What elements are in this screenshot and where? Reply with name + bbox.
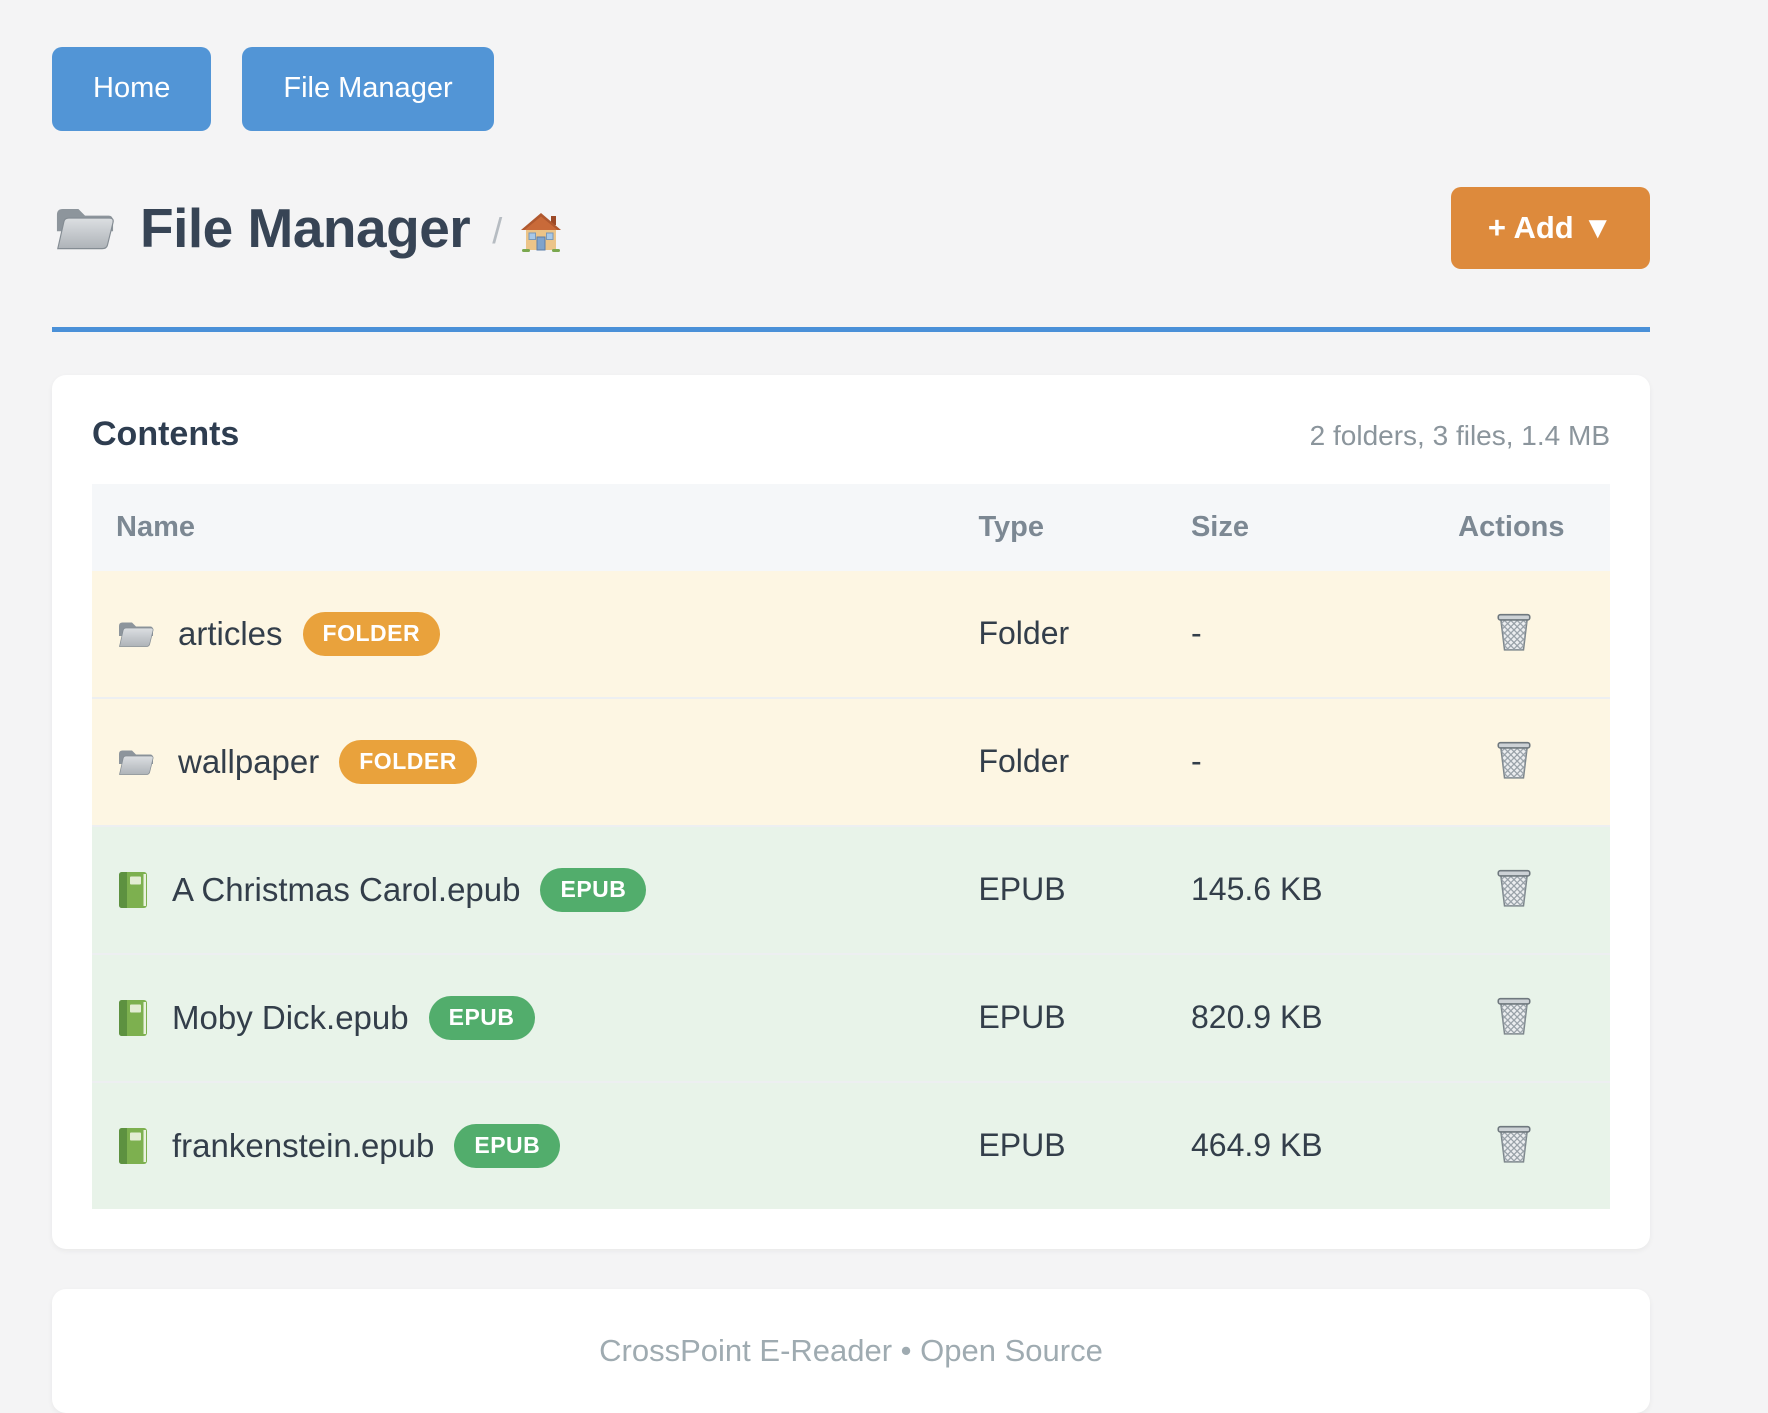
contents-summary: 2 folders, 3 files, 1.4 MB: [1309, 419, 1610, 451]
file-name[interactable]: Moby Dick.epub: [172, 998, 409, 1036]
table-row[interactable]: Moby Dick.epub EPUB EPUB 820.9 KB: [92, 952, 1610, 1082]
file-type: Folder: [972, 570, 1185, 698]
page-header: File Manager / + Add ▼: [52, 185, 1650, 271]
delete-button[interactable]: [1491, 607, 1537, 657]
top-navigation: Home File Manager: [52, 0, 1650, 131]
nav-file-manager-button[interactable]: File Manager: [242, 47, 494, 131]
delete-button[interactable]: [1491, 863, 1537, 913]
file-table: Name Type Size Actions: [92, 483, 1610, 1209]
file-size: 145.6 KB: [1184, 824, 1413, 954]
type-badge: EPUB: [454, 1123, 561, 1168]
table-row[interactable]: wallpaper FOLDER Folder -: [92, 696, 1610, 826]
folder-icon: [116, 617, 156, 651]
type-badge: EPUB: [540, 867, 647, 912]
file-type: Folder: [972, 696, 1185, 826]
contents-card: Contents 2 folders, 3 files, 1.4 MB Name…: [52, 374, 1650, 1249]
nav-home-button[interactable]: Home: [52, 47, 212, 131]
file-table-body: articles FOLDER Folder -: [92, 570, 1610, 1209]
file-type: EPUB: [972, 952, 1185, 1082]
table-row[interactable]: frankenstein.epub EPUB EPUB 464.9 KB: [92, 1080, 1610, 1209]
folder-icon: [116, 745, 156, 779]
contents-heading: Contents: [92, 414, 240, 453]
type-badge: FOLDER: [339, 739, 477, 784]
file-name[interactable]: articles: [178, 614, 283, 652]
add-button[interactable]: + Add ▼: [1450, 186, 1650, 270]
home-icon[interactable]: [520, 212, 562, 252]
file-type: EPUB: [972, 1080, 1185, 1209]
table-row[interactable]: A Christmas Carol.epub EPUB EPUB 145.6 K…: [92, 824, 1610, 954]
file-table-header: Name Type Size Actions: [92, 483, 1610, 571]
file-size: -: [1184, 570, 1413, 698]
title-divider: [52, 326, 1650, 332]
folder-icon: [52, 199, 118, 257]
delete-button[interactable]: [1491, 1119, 1537, 1169]
footer: CrossPoint E-Reader • Open Source: [52, 1288, 1650, 1413]
file-size: 820.9 KB: [1184, 952, 1413, 1082]
page-container: Home File Manager File Manager /: [52, 0, 1650, 1413]
trash-icon: [1495, 741, 1533, 784]
page-title: File Manager: [140, 196, 471, 259]
file-name[interactable]: wallpaper: [178, 742, 320, 780]
title-group: File Manager /: [52, 196, 562, 260]
trash-icon: [1495, 869, 1533, 912]
delete-button[interactable]: [1491, 991, 1537, 1041]
delete-button[interactable]: [1491, 735, 1537, 785]
breadcrumb-separator: /: [492, 209, 503, 251]
footer-text: CrossPoint E-Reader • Open Source: [599, 1332, 1103, 1368]
column-header-name: Name: [92, 483, 973, 571]
column-header-type: Type: [972, 483, 1185, 571]
book-icon: [116, 870, 150, 910]
file-size: -: [1184, 696, 1413, 826]
book-icon: [116, 1126, 150, 1166]
table-row[interactable]: articles FOLDER Folder -: [92, 570, 1610, 698]
trash-icon: [1495, 1125, 1533, 1168]
type-badge: EPUB: [428, 995, 535, 1040]
file-type: EPUB: [972, 824, 1185, 954]
file-name[interactable]: frankenstein.epub: [172, 1126, 435, 1164]
column-header-actions: Actions: [1412, 483, 1610, 571]
file-size: 464.9 KB: [1184, 1080, 1413, 1209]
type-badge: FOLDER: [302, 611, 441, 656]
column-header-size: Size: [1184, 483, 1413, 571]
book-icon: [116, 998, 150, 1038]
trash-icon: [1495, 997, 1533, 1040]
contents-card-header: Contents 2 folders, 3 files, 1.4 MB: [92, 415, 1610, 454]
trash-icon: [1495, 613, 1533, 656]
file-name[interactable]: A Christmas Carol.epub: [172, 870, 521, 908]
